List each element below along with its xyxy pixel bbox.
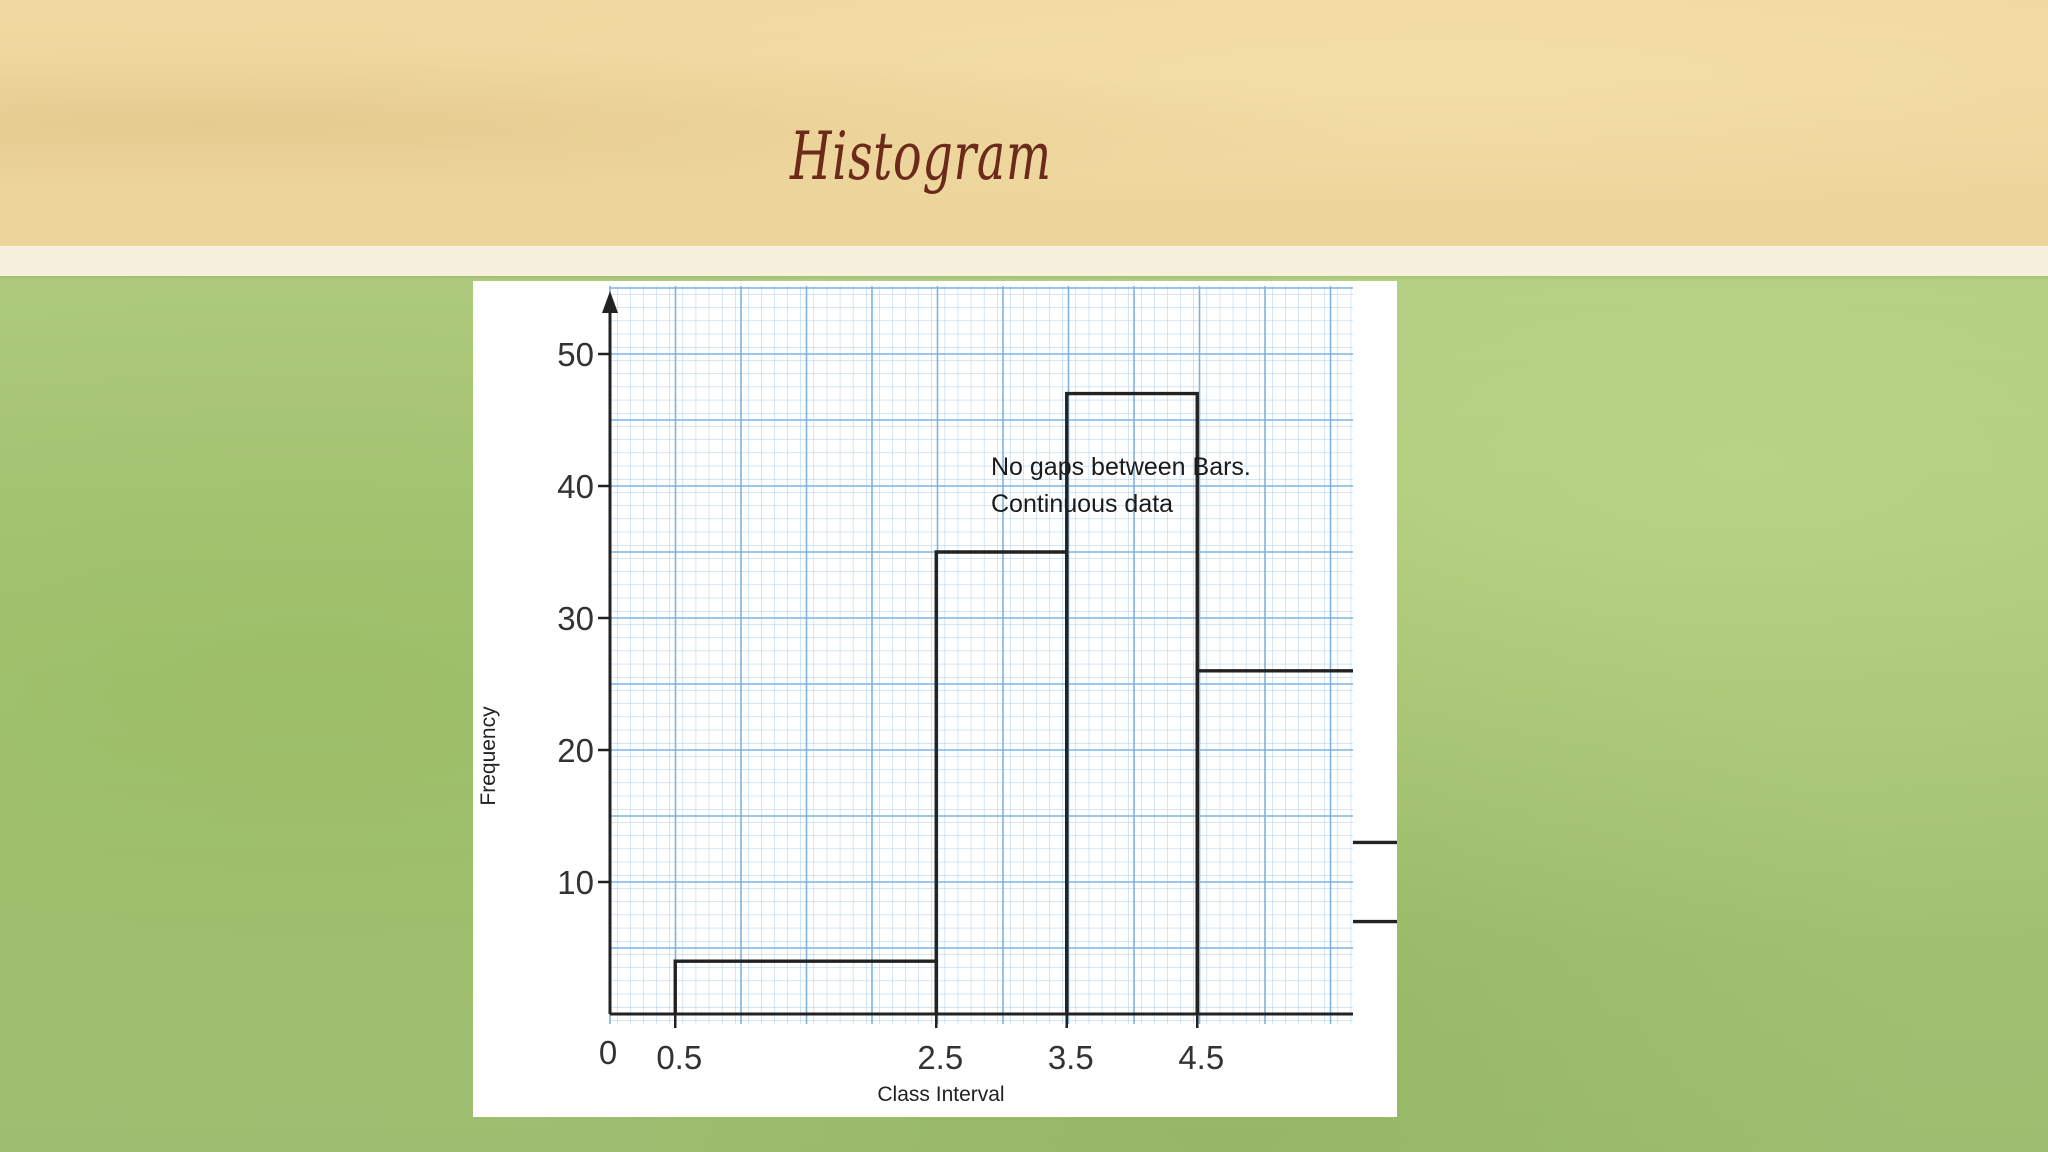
histogram-bar [1195, 669, 1353, 1014]
histogram-bar [1353, 840, 1397, 845]
x-tick-label: 0.5 [656, 1039, 702, 1076]
y-axis-arrow-icon [602, 291, 618, 313]
y-tick-label: 20 [557, 732, 594, 769]
x-tick-label: 4.5 [1178, 1039, 1224, 1076]
x-axis-ticks: 00.52.53.54.56.59.5 [599, 1014, 1224, 1076]
annotation-line-1: No gaps between Bars. [991, 453, 1251, 481]
chart-axes [602, 291, 1353, 1016]
histogram-bars [673, 391, 1397, 1014]
y-tick-label: 30 [557, 600, 594, 637]
paper-strip-divider [0, 246, 2048, 276]
y-tick-label: 10 [557, 864, 594, 901]
y-tick-label: 50 [557, 336, 594, 373]
x-tick-label: 3.5 [1048, 1039, 1094, 1076]
y-axis-title: Frequency [477, 706, 500, 806]
plot-grid-background [610, 286, 1353, 1024]
y-axis-ticks: 10 20 30 40 50 [557, 336, 610, 901]
y-tick-label: 40 [557, 468, 594, 505]
x-axis-title: Class Interval [877, 1083, 1004, 1106]
histogram-bar [1353, 919, 1397, 924]
major-gridlines [609, 286, 1353, 1024]
header-band [0, 0, 2048, 248]
x-tick-label: 2.5 [917, 1039, 963, 1076]
annotation-line-2: Continuous data [991, 490, 1173, 518]
x-tick-label: 0 [599, 1034, 617, 1071]
slide-title: Histogram [790, 118, 1052, 195]
